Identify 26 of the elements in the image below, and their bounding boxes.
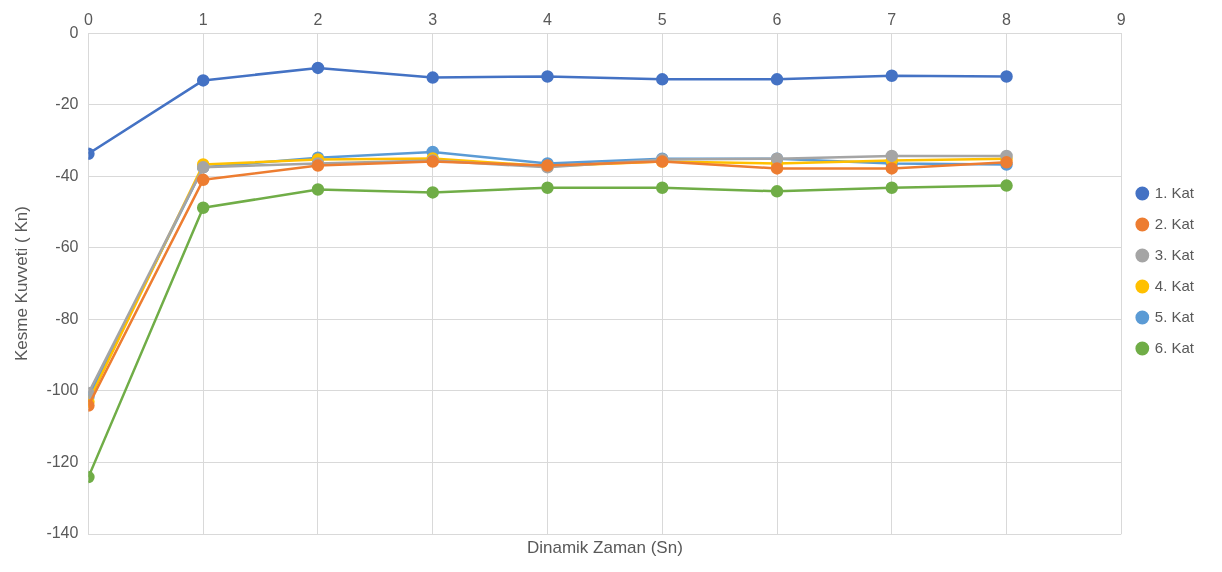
y-tick-label: -80 xyxy=(55,309,79,327)
x-axis-title: Dinamik Zaman (Sn) xyxy=(526,538,683,558)
y-tick-label: 0 xyxy=(69,23,79,41)
legend-label: 3. Kat xyxy=(1154,245,1195,263)
x-tick-label: 7 xyxy=(887,11,897,29)
legend-label: 4. Kat xyxy=(1154,276,1195,294)
x-tick-label: 6 xyxy=(772,11,782,29)
x-tick-label: 5 xyxy=(657,11,667,29)
y-tick-label: -120 xyxy=(46,452,79,470)
x-tick-label: 0 xyxy=(83,11,93,29)
legend-label: 6. Kat xyxy=(1154,338,1195,356)
y-tick-label: -140 xyxy=(46,524,79,542)
x-tick-label: 2 xyxy=(313,11,323,29)
x-tick-label: 8 xyxy=(1002,11,1012,29)
y-axis-title: Kesme Kuvveti ( Kn) xyxy=(11,206,31,362)
y-tick-label: -40 xyxy=(55,166,79,184)
x-tick-label: 3 xyxy=(428,11,438,29)
legend-label: 2. Kat xyxy=(1154,214,1195,232)
y-tick-label: -20 xyxy=(55,95,79,113)
legend-label: 5. Kat xyxy=(1154,307,1195,325)
y-tick-label: -60 xyxy=(55,238,79,256)
legend-label: 1. Kat xyxy=(1154,183,1195,201)
x-tick-label: 4 xyxy=(543,11,553,29)
x-tick-label: 1 xyxy=(198,11,208,29)
x-tick-label: 9 xyxy=(1116,11,1126,29)
y-tick-label: -100 xyxy=(46,381,79,399)
